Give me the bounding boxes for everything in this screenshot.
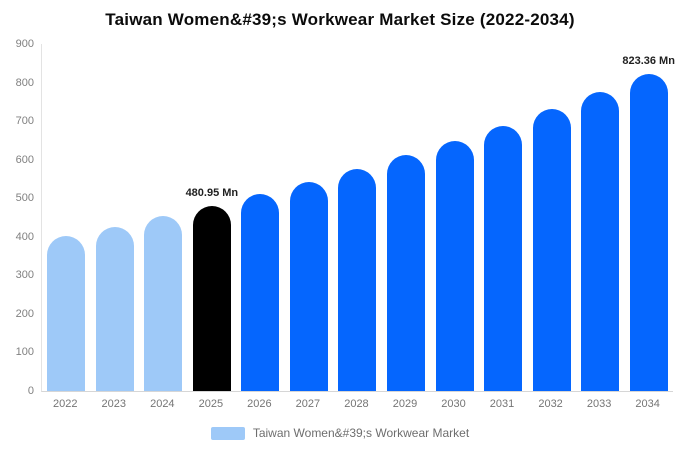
bar-2023[interactable]	[95, 226, 134, 391]
y-tick-label: 0	[27, 385, 34, 397]
bar-2028[interactable]	[338, 169, 377, 391]
bar-2024[interactable]	[144, 216, 183, 391]
bar-slot-2033	[576, 44, 625, 391]
x-tick-label-2026: 2026	[247, 398, 272, 410]
x-tick-label-2033: 2033	[586, 398, 612, 410]
y-tick-label: 900	[15, 38, 34, 50]
bar-2034[interactable]	[629, 73, 668, 391]
bar-slot-2027	[285, 44, 334, 391]
x-tick-label-2022: 2022	[53, 398, 78, 410]
y-tick-label: 700	[15, 115, 34, 128]
bar-value-label-2025: 480.95 Mn	[185, 186, 239, 199]
bar-2033[interactable]	[581, 91, 620, 391]
y-tick-label: 300	[15, 269, 34, 282]
legend: Taiwan Women&#39;s Workwear Market	[0, 426, 680, 440]
x-tick-label-2025: 2025	[198, 398, 224, 410]
y-tick-label: 400	[15, 230, 34, 243]
x-tick-label-2024: 2024	[150, 398, 175, 410]
x-tick-label-2031: 2031	[489, 398, 515, 410]
bar-slot-2030	[430, 44, 479, 391]
bar-2030[interactable]	[435, 140, 474, 391]
y-tick-label: 500	[15, 192, 34, 205]
y-tick-label: 800	[15, 76, 34, 89]
bar-slot-2022	[42, 44, 91, 391]
legend-label: Taiwan Women&#39;s Workwear Market	[252, 426, 470, 440]
chart-title: Taiwan Women&#39;s Workwear Market Size …	[105, 10, 575, 29]
legend-swatch	[210, 426, 245, 440]
plot-area: 480.95 Mn 823.36 Mn	[41, 44, 675, 392]
x-tick-label-2030: 2030	[441, 398, 466, 410]
legend-item[interactable]: Taiwan Women&#39;s Workwear Market	[210, 426, 470, 440]
bar-slot-2029	[382, 44, 431, 391]
bar-2029[interactable]	[386, 155, 425, 391]
x-tick-label-2029: 2029	[392, 398, 418, 410]
x-axis: 2022 2023 2024 2025 2026 2027 2028 2029 2030 2031…	[41, 398, 672, 410]
bar-2026[interactable]	[241, 194, 280, 391]
bar-series: 480.95 Mn 823.36 Mn	[42, 44, 675, 391]
y-tick-label: 100	[15, 346, 34, 359]
bar-slot-2034: 823.36 Mn	[622, 44, 675, 391]
bar-2031[interactable]	[484, 125, 523, 391]
bar-2032[interactable]	[532, 109, 571, 391]
bar-slot-2032	[527, 44, 576, 391]
bar-slot-2028	[333, 44, 382, 391]
x-tick-label-2032: 2032	[538, 398, 563, 410]
y-tick-label: 200	[15, 307, 34, 320]
y-axis: 0 100 200 300 400 500 600 700 800 900	[0, 38, 34, 397]
bar-2027[interactable]	[289, 182, 328, 391]
x-tick-label-2034: 2034	[635, 398, 660, 410]
bar-2022[interactable]	[47, 236, 86, 391]
bar-slot-2024	[139, 44, 188, 391]
y-tick-label: 600	[15, 153, 34, 166]
x-tick-label-2023: 2023	[101, 398, 127, 410]
bar-slot-2026	[236, 44, 285, 391]
bar-slot-2031	[479, 44, 528, 391]
bar-slot-2025: 480.95 Mn	[185, 44, 239, 391]
bar-value-label-2034: 823.36 Mn	[622, 54, 675, 67]
x-tick-label-2028: 2028	[344, 398, 369, 410]
x-tick-label-2027: 2027	[295, 398, 321, 410]
bar-2025[interactable]	[192, 205, 231, 391]
bar-slot-2023	[91, 44, 140, 391]
